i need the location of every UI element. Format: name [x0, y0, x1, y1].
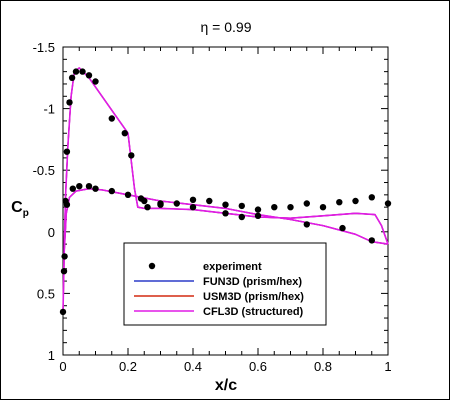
experiment-point [60, 268, 68, 275]
experiment-point [384, 200, 392, 207]
x-tick-label: 1 [384, 359, 391, 374]
legend-label-0: FUN3D (prism/hex) [203, 276, 302, 288]
legend: experiment FUN3D (prism/hex) USM3D (prism/… [123, 242, 327, 326]
experiment-point [222, 210, 229, 217]
experiment-point [222, 201, 229, 208]
experiment-point [287, 204, 294, 211]
plot-area: 0 0.2 0.4 0.6 0.8 1 -1.5 -1 -0.5 0 0.5 1 [33, 40, 392, 374]
experiment-point [206, 197, 213, 205]
x-axis-title: x/c [215, 377, 237, 394]
x-tick-label: 0.6 [249, 359, 267, 374]
experiment-point [92, 78, 99, 85]
experiment-point [189, 204, 197, 211]
experiment-point [339, 224, 346, 232]
experiment-point [238, 202, 245, 210]
legend-marker-experiment [148, 262, 156, 270]
legend-label-2: CFL3D (structured) [203, 306, 304, 318]
experiment-point [76, 183, 83, 190]
experiment-point [144, 204, 151, 211]
experiment-point [59, 308, 67, 316]
experiment-point [61, 253, 68, 260]
legend-label-1: USM3D (prism/hex) [203, 291, 304, 303]
experiment-point [141, 197, 148, 205]
experiment-point [303, 200, 310, 207]
y-tick-label: 0.5 [37, 286, 55, 301]
y-tick-label: -1 [43, 102, 55, 117]
y-tick-label: -1.5 [33, 40, 55, 55]
experiment-point [157, 201, 164, 208]
experiment-point [368, 237, 375, 244]
y-tick-label: 0 [48, 225, 55, 240]
experiment-point [63, 201, 71, 208]
y-axis-title-main: C [11, 199, 23, 216]
experiment-point [92, 185, 99, 192]
y-axis-title-sub: p [23, 208, 29, 219]
experiment-point [124, 191, 132, 198]
x-tick-label: 0.4 [184, 359, 202, 374]
experiment-point [66, 99, 73, 106]
experiment-point [108, 115, 116, 122]
experiment-point [238, 213, 245, 221]
experiment-point [352, 197, 359, 205]
y-axis-title: Cp [11, 199, 29, 219]
experiment-point [319, 204, 327, 211]
chart-title: η = 0.99 [201, 19, 252, 35]
experiment-point [368, 194, 375, 201]
experiment-point [271, 204, 278, 211]
experiment-point [336, 199, 343, 206]
experiment-points [59, 68, 392, 316]
experiment-point [85, 183, 93, 190]
experiment-point [79, 68, 86, 75]
experiment-point [128, 152, 135, 159]
experiment-point [68, 74, 76, 82]
experiment-point [121, 130, 128, 137]
legend-label-experiment: experiment [203, 261, 262, 273]
experiment-point [303, 221, 310, 228]
x-tick-label: 0.8 [314, 359, 332, 374]
experiment-point [254, 212, 262, 219]
experiment-point [254, 206, 262, 213]
experiment-point [85, 72, 93, 79]
experiment-point [72, 68, 80, 75]
x-tick-label: 0 [59, 359, 66, 374]
experiment-point [173, 200, 180, 207]
experiment-point [189, 196, 197, 203]
y-tick-label: 1 [48, 348, 55, 363]
experiment-point [63, 148, 71, 155]
x-tick-label: 0.2 [119, 359, 137, 374]
experiment-point [108, 187, 116, 195]
experiment-point [69, 185, 77, 192]
y-tick-label: -0.5 [33, 163, 55, 178]
